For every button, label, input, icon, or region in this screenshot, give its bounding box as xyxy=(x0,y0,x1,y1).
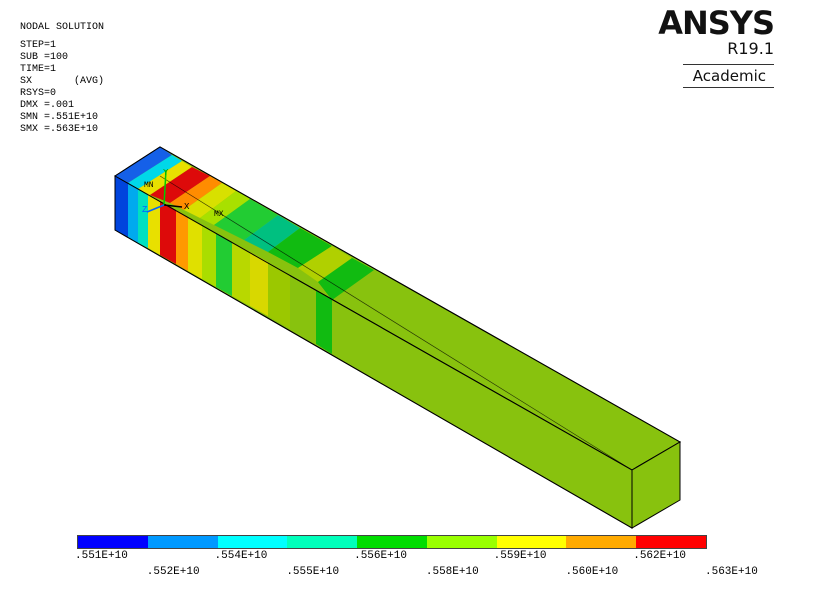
legend-segment xyxy=(287,536,358,548)
legend-label-bottom: .560E+10 xyxy=(565,566,619,578)
top-band-yellow2 xyxy=(184,183,236,218)
side-band-yellow xyxy=(148,194,160,255)
top-band-blue xyxy=(115,147,172,183)
side-band-yellow2 xyxy=(188,217,202,279)
info-title: NODAL SOLUTION xyxy=(20,22,105,33)
legend-label-bottom: .555E+10 xyxy=(286,566,340,578)
top-band-green xyxy=(214,199,278,240)
legend-segment xyxy=(496,536,567,548)
legend-segment xyxy=(426,536,497,548)
info-smn: SMN =.551E+10 xyxy=(20,112,99,123)
legend-segment xyxy=(217,536,288,548)
legend-label-top: .556E+10 xyxy=(354,550,407,562)
side-band-teal xyxy=(138,189,148,248)
contour-legend xyxy=(77,535,707,549)
brand-name: ANSYS xyxy=(658,4,775,42)
top-band-lime xyxy=(200,191,250,225)
top-band-cyan xyxy=(128,155,182,189)
axis-y-label: Y xyxy=(163,168,169,178)
legend-segment xyxy=(566,536,637,548)
side-band-green3 xyxy=(316,290,332,354)
legend-segment xyxy=(636,536,707,548)
axis-x-label: X xyxy=(184,202,190,212)
side-band-red xyxy=(160,201,176,264)
legend-label-bottom: .563E+10 xyxy=(705,566,758,578)
side-band-orange xyxy=(176,210,188,271)
top-band-orange xyxy=(170,176,222,210)
legend-label-top: .554E+10 xyxy=(214,550,268,562)
legend-label-top: .562E+10 xyxy=(633,550,687,562)
top-band-teal xyxy=(244,215,300,252)
solution-info: NODAL SOLUTION STEP=1 SUB =100 TIME=1 SX… xyxy=(20,22,104,136)
axis-z-label: Z xyxy=(142,205,148,215)
legend-label-bottom: .558E+10 xyxy=(425,566,479,578)
coordinate-triad: Y X Z xyxy=(142,168,190,215)
brand-version: R19.1 xyxy=(727,39,774,58)
info-smx: SMX =.563E+10 xyxy=(20,124,99,135)
brand-license: Academic xyxy=(682,64,774,88)
info-sub: SUB =100 xyxy=(20,52,69,63)
top-band-green3 xyxy=(318,258,374,300)
side-band-yellow3 xyxy=(250,252,268,316)
legend-color-bar xyxy=(77,535,707,549)
legend-label-bottom: .552E+10 xyxy=(146,566,200,578)
side-band-blue xyxy=(115,176,128,237)
legend-segment xyxy=(78,536,148,548)
side-band-lime2 xyxy=(232,242,250,306)
legend-label-top: .559E+10 xyxy=(493,550,547,562)
legend-segment xyxy=(357,536,427,548)
info-sx: SX (AVG) xyxy=(20,76,105,87)
side-band-green xyxy=(216,233,232,296)
top-band-green2 xyxy=(268,228,332,268)
legend-label-top: .551E+10 xyxy=(75,550,128,562)
legend-segment xyxy=(147,536,218,548)
info-step: STEP=1 xyxy=(20,40,57,51)
side-band-lime xyxy=(202,225,216,287)
max-marker: MX xyxy=(214,210,224,219)
info-dmx: DMX =.001 xyxy=(20,100,75,111)
side-band-cyan xyxy=(128,183,138,243)
beam-end-face xyxy=(631,441,681,529)
top-band-yellowgreen xyxy=(298,246,352,282)
ansys-logo: ANSYS R19.1 Academic xyxy=(658,4,775,88)
side-band-green2 xyxy=(268,262,290,329)
info-time: TIME=1 xyxy=(20,64,57,75)
min-marker: MN xyxy=(144,181,154,190)
info-rsys: RSYS=0 xyxy=(20,88,57,99)
